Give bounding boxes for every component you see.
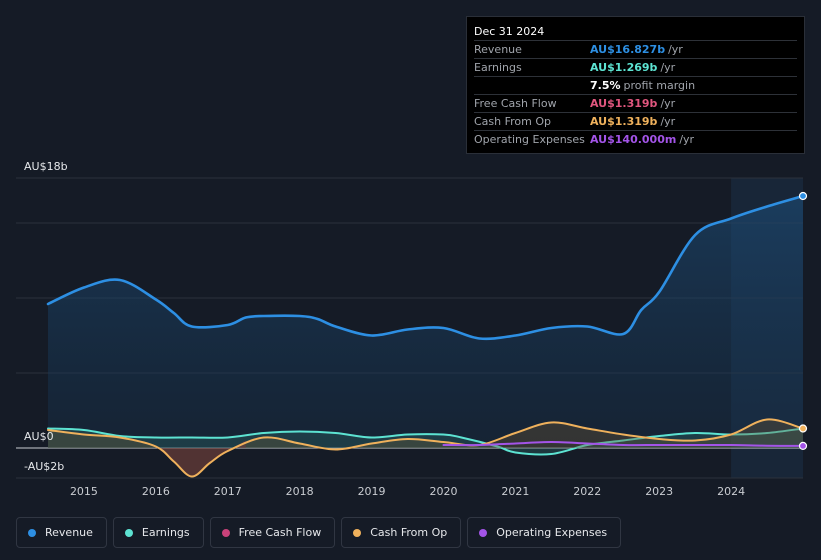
tooltip-value: 7.5%	[590, 79, 621, 92]
revenue-line	[46, 194, 805, 341]
tooltip-label: Operating Expenses	[474, 133, 585, 146]
tooltip-row-profit-margin: 7.5% profit margin	[474, 77, 797, 95]
legend-item-earnings[interactable]: Earnings	[112, 517, 204, 548]
x-tick-label: 2015	[70, 485, 98, 498]
free-cash-flow-dot-icon	[221, 528, 230, 537]
tooltip-row-free-cash-flow: Free Cash Flow AU$1.319b /yr	[474, 95, 797, 113]
x-tick-label: 2023	[645, 485, 673, 498]
legend-label: Earnings	[141, 526, 190, 539]
tooltip-unit: /yr	[679, 133, 695, 146]
operating-expenses-line	[442, 441, 804, 447]
operating-expenses-dot-icon	[479, 528, 488, 537]
tooltip-row-earnings: Earnings AU$1.269b /yr	[474, 59, 797, 77]
tooltip-label: Cash From Op	[474, 115, 552, 128]
y-axis-labels: AU$18b AU$0 -AU$2b	[24, 160, 68, 473]
tooltip-unit: /yr	[660, 61, 676, 74]
tooltip-unit: /yr	[660, 97, 676, 110]
tooltip-unit: /yr	[668, 43, 683, 56]
earnings-area	[48, 428, 803, 455]
earnings-dot-icon	[124, 528, 133, 537]
revenue-dot-icon	[28, 528, 36, 537]
x-tick-label: 2017	[214, 485, 242, 498]
x-tick-label: 2020	[429, 485, 457, 498]
series-layer	[46, 194, 805, 478]
x-tick-label: 2022	[573, 485, 601, 498]
tooltip-label: Free Cash Flow	[474, 97, 557, 110]
tooltip-value: AU$16.827b	[590, 43, 666, 56]
x-tick-label: 2024	[717, 485, 745, 498]
y-tick-label: -AU$2b	[24, 460, 64, 473]
y-tick-label: AU$0	[24, 430, 54, 443]
financial-chart: AU$18b AU$0 -AU$2b 2015 2016 2017 2018 2019 202…	[16, 160, 808, 498]
x-axis-labels: 2015 2016 2017 2018 2019 2020 2021 2022 2023 2024	[70, 485, 745, 498]
legend-item-revenue[interactable]: Revenue	[16, 517, 107, 548]
tooltip-row-revenue: Revenue AU$16.827b /yr	[474, 41, 797, 59]
earnings-line	[47, 427, 804, 456]
tooltip-value: AU$140.000m	[590, 133, 677, 146]
cash-from-op-line	[47, 418, 804, 478]
legend-label: Operating Expenses	[496, 526, 608, 539]
cash-from-op-dot-icon	[353, 528, 362, 537]
tooltip-row-cash-from-op: Cash From Op AU$1.319b /yr	[474, 113, 797, 131]
tooltip-value: AU$1.319b	[590, 97, 658, 110]
x-tick-label: 2018	[286, 485, 314, 498]
x-tick-label: 2016	[142, 485, 170, 498]
legend-item-cash-from-op[interactable]: Cash From Op	[341, 517, 462, 548]
tooltip-unit: profit margin	[623, 79, 696, 92]
cash-from-op-end-marker	[798, 424, 808, 433]
legend-label: Revenue	[45, 526, 93, 539]
tooltip-row-operating-expenses: Operating Expenses AU$140.000m /yr	[474, 131, 797, 148]
x-tick-label: 2021	[501, 485, 529, 498]
tooltip-date: Dec 31 2024	[474, 23, 797, 41]
revenue-end-marker	[798, 191, 808, 201]
x-tick-label: 2019	[358, 485, 386, 498]
tooltip-label	[474, 77, 590, 94]
operating-expenses-end-marker	[798, 441, 808, 450]
tooltip-value: AU$1.319b	[590, 115, 658, 128]
tooltip-unit: /yr	[660, 115, 676, 128]
legend-label: Free Cash Flow	[238, 526, 322, 539]
legend-label: Cash From Op	[370, 526, 448, 539]
legend-item-operating-expenses[interactable]: Operating Expenses	[467, 517, 622, 548]
end-markers	[798, 191, 808, 450]
tooltip-label: Earnings	[474, 61, 522, 74]
data-tooltip: Dec 31 2024 Revenue AU$16.827b /yr Earni…	[466, 16, 805, 154]
revenue-area	[48, 196, 803, 448]
legend: Revenue Earnings Free Cash Flow Cash Fro…	[16, 517, 622, 548]
y-tick-label: AU$18b	[24, 160, 68, 173]
tooltip-value: AU$1.269b	[590, 61, 658, 74]
tooltip-label: Revenue	[474, 43, 522, 56]
free-cash-flow-area	[155, 440, 246, 477]
legend-item-free-cash-flow[interactable]: Free Cash Flow	[209, 517, 336, 548]
